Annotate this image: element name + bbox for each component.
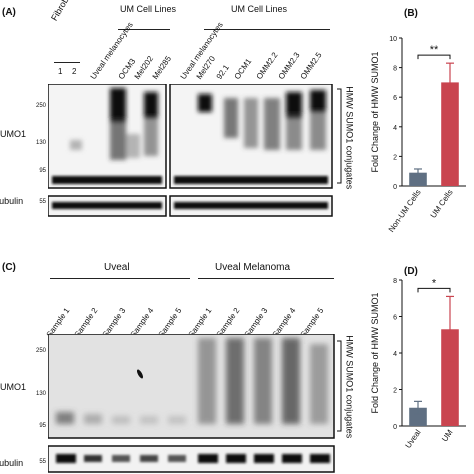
group-um-lines-right: UM Cell Lines bbox=[230, 4, 288, 14]
mw-marker: 250 bbox=[35, 103, 46, 109]
x-tick-label: UM Cells bbox=[429, 188, 455, 220]
panel-c-letter: (C) bbox=[2, 262, 16, 273]
bracket-label-c: HMW SUMO1 conjugates bbox=[344, 335, 355, 439]
blot-image-a bbox=[48, 84, 333, 217]
group-uveal-line bbox=[50, 278, 190, 279]
lane-label: 1 bbox=[58, 67, 63, 76]
blot-label-tubulin-c: Tubulin bbox=[0, 458, 24, 468]
bracket-c bbox=[337, 340, 342, 432]
significance-bracket bbox=[417, 287, 451, 293]
mw-marker: 130 bbox=[35, 140, 46, 146]
bar bbox=[409, 407, 427, 426]
lane-label: 92.1 bbox=[214, 63, 231, 81]
blot-image-c bbox=[48, 334, 335, 473]
blot-label-tubulin: Tubulin bbox=[0, 196, 24, 206]
group-um-lines-left: UM Cell Lines bbox=[119, 4, 177, 14]
lane-label: OCM1 bbox=[232, 56, 254, 81]
significance-marker: * bbox=[432, 277, 437, 289]
lane-label: OMM2.2 bbox=[254, 50, 280, 81]
y-tick-label: 4 bbox=[393, 351, 397, 358]
y-tick-label: 0 bbox=[393, 184, 397, 191]
group-uveal-melanoma: Uveal Melanoma bbox=[215, 262, 291, 273]
y-tick-label: 8 bbox=[393, 66, 397, 73]
bar bbox=[441, 329, 459, 426]
significance-marker: ** bbox=[430, 44, 439, 56]
blot-label-sumo1: SUMO1 bbox=[0, 129, 27, 139]
panel-letter: (D) bbox=[404, 266, 418, 277]
chart-d: (D) Fold Change of HMW SUMO1 0 2 4 6 8 Uveal UM * bbox=[370, 266, 466, 450]
x-tick-label: UM bbox=[440, 428, 455, 444]
group-fibroblast: Fibroblast bbox=[49, 0, 78, 23]
bar bbox=[441, 82, 459, 186]
y-tick-label: 6 bbox=[393, 315, 397, 322]
mw-marker: 250 bbox=[35, 348, 46, 354]
lane-label: 2 bbox=[72, 67, 77, 76]
mw-marker: 130 bbox=[35, 391, 46, 397]
group-fibroblast-line bbox=[54, 62, 80, 63]
x-tick-label: Uveal bbox=[404, 428, 423, 450]
group-um-lines-left-line bbox=[118, 29, 170, 30]
group-uveal: Uveal bbox=[104, 262, 130, 273]
bar bbox=[409, 172, 427, 186]
y-tick-label: 6 bbox=[393, 95, 397, 102]
group-um-lines-right-line bbox=[204, 29, 330, 30]
y-axis-label: Fold Change of HMW SUMO1 bbox=[370, 292, 380, 413]
y-tick-label: 8 bbox=[393, 278, 397, 285]
mw-marker: 55 bbox=[39, 459, 46, 465]
y-tick-label: 10 bbox=[389, 36, 397, 43]
mw-marker: 95 bbox=[39, 168, 46, 174]
chart-b: (B) Fold Change of HMW SUMO1 0 2 4 6 8 10 Non-UM… bbox=[370, 8, 466, 234]
mw-marker: 95 bbox=[39, 423, 46, 429]
blot-label-sumo1-c: SUMO1 bbox=[0, 382, 27, 392]
mw-marker: 55 bbox=[39, 199, 46, 205]
panel-a-letter: (A) bbox=[2, 7, 16, 18]
y-axis-label: Fold Change of HMW SUMO1 bbox=[370, 51, 380, 172]
lane-label: OMM2.5 bbox=[298, 50, 324, 81]
y-tick-label: 4 bbox=[393, 125, 397, 132]
bracket-a bbox=[337, 88, 342, 184]
group-uveal-melanoma-line bbox=[198, 278, 334, 279]
y-tick-label: 0 bbox=[393, 424, 397, 431]
significance-bracket bbox=[417, 54, 451, 60]
bracket-label-a: HMW SUMO1 conjugates bbox=[344, 86, 355, 190]
x-tick-label: Non-UM Cells bbox=[387, 188, 423, 234]
lane-label: OMM2.3 bbox=[276, 50, 302, 81]
y-tick-label: 2 bbox=[393, 388, 397, 395]
panel-letter: (B) bbox=[404, 8, 418, 19]
y-tick-label: 2 bbox=[393, 154, 397, 161]
